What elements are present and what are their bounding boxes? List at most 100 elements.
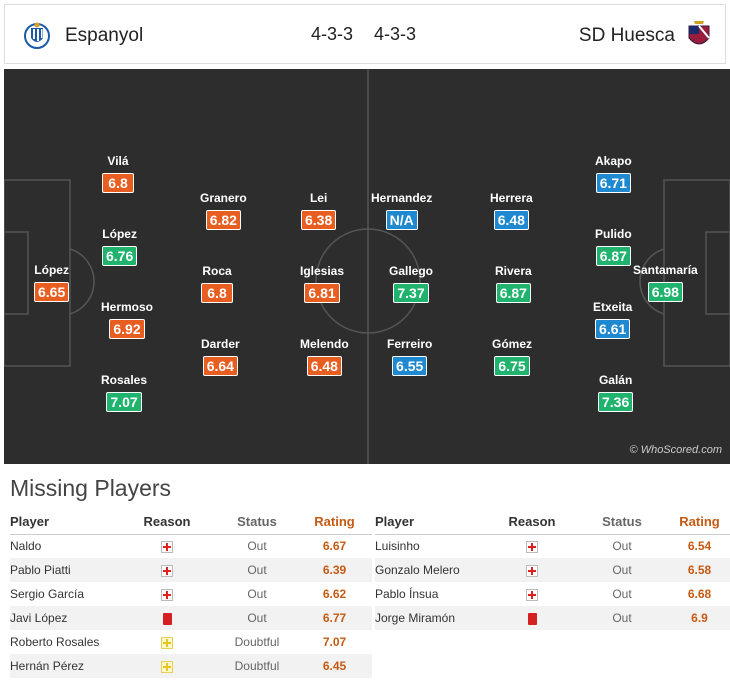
missing-players-title: Missing Players	[10, 475, 172, 501]
red-card-icon	[162, 612, 172, 625]
player-home-df3[interactable]: Hermoso 6.92	[101, 300, 153, 339]
missing-player-row[interactable]: Gonzalo Melero Out 6.58	[375, 558, 730, 582]
doubtful-icon	[161, 660, 173, 673]
col-rating[interactable]: Rating	[297, 510, 372, 535]
player-rating: 6.76	[102, 246, 138, 266]
player-away-mf1[interactable]: Herrera 6.48	[490, 191, 533, 230]
missing-player-row[interactable]: Hernán Pérez Doubtful 6.45	[10, 654, 372, 678]
player-away-df1[interactable]: Akapo 6.71	[595, 154, 632, 193]
missing-player-reason	[117, 582, 217, 606]
player-rating: 6.8	[201, 283, 233, 303]
player-home-df1[interactable]: Vilá 6.8	[102, 154, 134, 193]
player-home-fw2[interactable]: Iglesias 6.81	[300, 264, 344, 303]
player-home-df4[interactable]: Rosales 7.07	[101, 373, 147, 412]
player-name: Galán	[598, 373, 633, 387]
player-away-fw3[interactable]: Ferreiro 6.55	[387, 337, 432, 376]
player-rating: 6.92	[109, 319, 145, 339]
injury-icon	[161, 564, 173, 577]
missing-player-row[interactable]: Luisinho Out 6.54	[375, 534, 730, 558]
missing-player-row[interactable]: Jorge Miramón Out 6.9	[375, 606, 730, 630]
home-team[interactable]: Espanyol	[23, 20, 143, 52]
missing-player-row[interactable]: Pablo Ínsua Out 6.68	[375, 582, 730, 606]
missing-player-status: Out	[582, 606, 662, 630]
missing-player-reason	[482, 582, 582, 606]
player-rating: 6.64	[202, 356, 238, 376]
player-home-gk[interactable]: López 6.65	[34, 263, 70, 302]
player-name: Lei	[309, 191, 328, 205]
missing-player-status: Doubtful	[234, 635, 280, 649]
col-player[interactable]: Player	[10, 510, 117, 535]
player-name: Akapo	[595, 154, 632, 168]
missing-player-reason	[482, 534, 582, 558]
player-name: Gallego	[389, 264, 434, 278]
player-name: Granero	[200, 191, 247, 205]
player-name: Etxeita	[593, 300, 633, 314]
player-away-df4[interactable]: Galán 7.36	[598, 373, 634, 412]
red-card-icon	[527, 612, 537, 625]
player-name: Pulido	[595, 227, 632, 241]
missing-player-name[interactable]: Roberto Rosales	[10, 635, 100, 649]
player-name: Ferreiro	[387, 337, 433, 351]
missing-player-status: Out	[612, 539, 632, 554]
missing-player-name[interactable]: Gonzalo Melero	[375, 558, 482, 582]
missing-player-name[interactable]: Jorge Miramón	[375, 606, 482, 630]
player-away-mf3[interactable]: Gómez 6.75	[492, 337, 532, 376]
missing-player-name[interactable]: Luisinho	[375, 539, 420, 554]
missing-player-reason	[117, 654, 217, 678]
col-player[interactable]: Player	[375, 510, 482, 535]
missing-player-row[interactable]: Javi López Out 6.77	[10, 606, 372, 630]
player-away-df2[interactable]: Pulido 6.87	[595, 227, 632, 266]
missing-player-name[interactable]: Javi López	[10, 606, 117, 630]
missing-player-row[interactable]: Pablo Piatti Out 6.39	[10, 558, 372, 582]
missing-player-reason	[117, 558, 217, 582]
player-rating: 6.55	[392, 356, 428, 376]
player-name: Melendo	[300, 337, 349, 351]
col-status[interactable]: Status	[217, 510, 297, 535]
missing-player-rating: 6.58	[662, 558, 730, 582]
away-missing-table: Player Reason Status Rating Luisinho Out 6…	[375, 510, 730, 630]
missing-player-row[interactable]: Naldo Out 6.67	[10, 534, 372, 558]
player-away-fw1[interactable]: Hernandez N/A	[371, 191, 432, 230]
missing-player-name[interactable]: Naldo	[10, 539, 42, 554]
player-rating: 7.36	[598, 392, 634, 412]
away-missing-rows: Luisinho Out 6.54 Gonzalo Melero Out 6.58 Pabl…	[375, 534, 730, 630]
player-name: López	[102, 227, 137, 241]
player-home-fw3[interactable]: Melendo 6.48	[300, 337, 349, 376]
player-rating: 7.37	[393, 283, 429, 303]
missing-player-name[interactable]: Pablo Ínsua	[375, 587, 439, 601]
missing-player-reason	[117, 606, 217, 630]
player-name: Rivera	[495, 264, 532, 278]
player-away-df3[interactable]: Etxeita 6.61	[593, 300, 632, 339]
player-name: Vilá	[107, 154, 129, 168]
missing-player-name[interactable]: Sergio García	[10, 587, 85, 601]
missing-player-name[interactable]: Hernán Pérez	[10, 654, 117, 678]
home-missing-rows: Naldo Out 6.67 Pablo Piatti Out 6.39 Sergio Ga…	[10, 534, 372, 678]
player-away-fw2[interactable]: Gallego 7.37	[389, 264, 433, 303]
missing-player-row[interactable]: Roberto Rosales Doubtful 7.07	[10, 630, 372, 654]
player-home-df2[interactable]: López 6.76	[102, 227, 138, 266]
col-reason[interactable]: Reason	[482, 510, 582, 535]
col-rating[interactable]: Rating	[662, 510, 730, 535]
col-status[interactable]: Status	[582, 510, 662, 535]
away-team[interactable]: SD Huesca	[579, 20, 713, 52]
player-rating: 6.38	[301, 210, 337, 230]
player-away-gk[interactable]: Santamaría 6.98	[633, 263, 698, 302]
missing-player-row[interactable]: Sergio García Out 6.62	[10, 582, 372, 606]
player-away-mf2[interactable]: Rivera 6.87	[495, 264, 532, 303]
player-home-mf3[interactable]: Darder 6.64	[201, 337, 240, 376]
player-home-mf2[interactable]: Roca 6.8	[201, 264, 233, 303]
player-rating: 6.71	[595, 173, 631, 193]
player-home-fw1[interactable]: Lei 6.38	[301, 191, 337, 230]
player-home-mf1[interactable]: Granero 6.82	[200, 191, 247, 230]
player-rating: 6.48	[493, 210, 529, 230]
player-rating: 6.81	[304, 283, 340, 303]
col-reason[interactable]: Reason	[117, 510, 217, 535]
missing-player-rating: 6.77	[297, 606, 372, 630]
away-team-name: SD Huesca	[578, 25, 675, 46]
player-rating: 6.48	[306, 356, 342, 376]
missing-player-name[interactable]: Pablo Piatti	[10, 558, 117, 582]
player-rating: 6.87	[595, 246, 631, 266]
missing-player-status: Doubtful	[217, 654, 297, 678]
player-name: Darder	[201, 337, 240, 351]
home-team-name: Espanyol	[65, 25, 144, 46]
